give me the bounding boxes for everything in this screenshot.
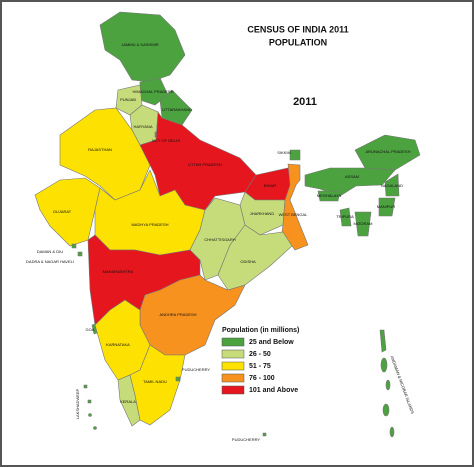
state-label: ARUNACHAL PRADESH bbox=[366, 149, 411, 154]
state-shape bbox=[289, 149, 301, 161]
legend-swatch bbox=[221, 373, 245, 383]
state-shape bbox=[71, 243, 77, 249]
island bbox=[382, 403, 390, 417]
state-shape bbox=[317, 190, 341, 202]
state-shape bbox=[354, 211, 372, 237]
state-label: DAMAN & DIU bbox=[37, 249, 63, 254]
state-label: MIZORAM bbox=[354, 221, 373, 226]
state-label: CHHATTISGARH bbox=[204, 237, 235, 242]
state-label: NCT OF DELHI bbox=[152, 138, 180, 143]
legend: Population (in millions) 25 and Below 26 … bbox=[221, 327, 299, 395]
state-shape bbox=[99, 11, 186, 83]
state-shape bbox=[262, 432, 267, 437]
state-shape bbox=[378, 197, 396, 217]
state-shape bbox=[304, 167, 396, 197]
state-label: TAMIL NADU bbox=[143, 379, 167, 384]
state-label: HIMACHAL PRADESH bbox=[133, 89, 174, 94]
states bbox=[34, 11, 421, 438]
state-label: JHARKHAND bbox=[250, 211, 275, 216]
state-shape bbox=[59, 107, 151, 201]
state-shape bbox=[281, 163, 309, 251]
state-label: JAMMU & KASHMIR bbox=[121, 42, 158, 47]
state-shape bbox=[384, 173, 400, 197]
state-shape bbox=[339, 207, 352, 227]
state-label: NAGALAND bbox=[381, 183, 403, 188]
island bbox=[93, 426, 97, 430]
state-shape bbox=[175, 376, 181, 382]
island bbox=[380, 357, 388, 373]
state-label: PUNJAB bbox=[120, 97, 136, 102]
state-label: MAHARASHTRA bbox=[103, 269, 134, 274]
state-shape bbox=[129, 344, 186, 426]
state-shape bbox=[34, 177, 101, 247]
island bbox=[88, 413, 92, 417]
state-label: KARNATAKA bbox=[106, 342, 130, 347]
state-shape bbox=[217, 224, 293, 291]
legend-label: 101 and Above bbox=[249, 387, 298, 394]
state-label: MEGHALAYA bbox=[317, 193, 342, 198]
state-label: MANIPUR bbox=[377, 204, 396, 209]
legend-swatch bbox=[221, 361, 245, 371]
legend-label: 51 - 75 bbox=[249, 363, 271, 370]
state-label: MADHYA PRADESH bbox=[131, 222, 168, 227]
state-label: BIHAR bbox=[264, 183, 276, 188]
state-shape bbox=[83, 384, 88, 389]
legend-label: 26 - 50 bbox=[249, 351, 271, 358]
state-label: GUJARAT bbox=[53, 209, 72, 214]
state-label: HARYANA bbox=[134, 124, 153, 129]
state-shape bbox=[379, 329, 387, 353]
state-label: ANDHRA PRADESH bbox=[159, 312, 196, 317]
state-shape bbox=[87, 399, 92, 404]
state-label: LAKSHADWEEP bbox=[75, 388, 80, 419]
state-label: DADRA & NAGAR HAVELI bbox=[26, 259, 74, 264]
legend-label: 76 - 100 bbox=[249, 375, 275, 382]
state-label: ODISHA bbox=[240, 259, 256, 264]
state-label: SIKKIM bbox=[277, 150, 291, 155]
island bbox=[389, 426, 395, 438]
subtitle: POPULATION bbox=[269, 37, 327, 47]
state-label: RAJASTHAN bbox=[88, 147, 112, 152]
state-label: ASSAM bbox=[345, 174, 359, 179]
state-label: GOA bbox=[86, 327, 95, 332]
legend-label: 25 and Below bbox=[249, 339, 294, 346]
state-label: PUDUCHERRY bbox=[182, 367, 210, 372]
state-shape bbox=[159, 89, 193, 126]
state-shape bbox=[77, 251, 83, 257]
legend-swatch bbox=[221, 337, 245, 347]
state-label: PUDUCHERRY bbox=[232, 437, 260, 442]
island bbox=[385, 379, 391, 391]
state-label: TRIPURA bbox=[336, 214, 354, 219]
state-label: UTTARAKHAND bbox=[162, 107, 192, 112]
legend-swatch bbox=[221, 349, 245, 359]
state-label: UTTAR PRADESH bbox=[188, 162, 222, 167]
legend-swatch bbox=[221, 385, 245, 395]
legend-title: Population (in millions) bbox=[222, 327, 299, 334]
title: CENSUS OF INDIA 2011 bbox=[247, 24, 348, 34]
year: 2011 bbox=[293, 96, 317, 108]
state-label: WEST BENGAL bbox=[279, 212, 309, 217]
state-label: KERALA bbox=[120, 399, 136, 404]
